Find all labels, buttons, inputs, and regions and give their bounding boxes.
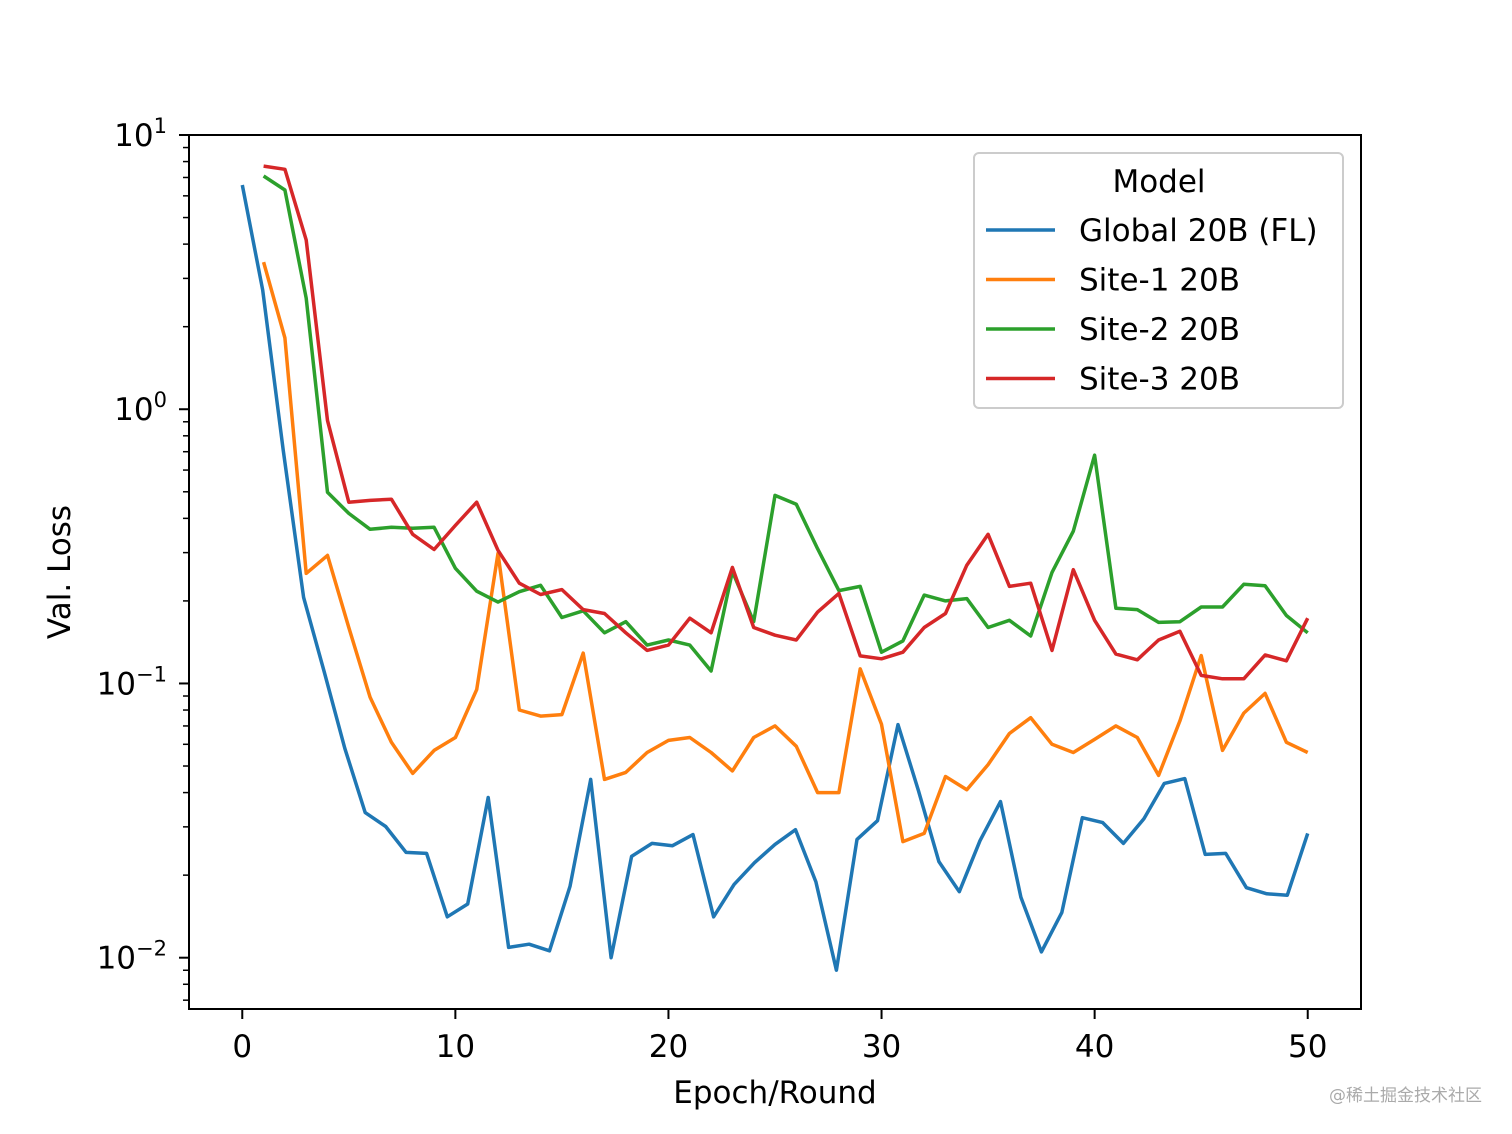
x-axis-label: Epoch/Round xyxy=(673,1075,876,1111)
y-tick-label: 10−2 xyxy=(97,937,167,977)
legend-entry-4: Site-3 20B xyxy=(1079,362,1240,398)
y-tick-label: 10−1 xyxy=(97,662,167,702)
series-line-4 xyxy=(263,164,1310,681)
plot-frame xyxy=(188,134,1362,1010)
legend: Model Global 20B (FL) Site-1 20B Site-2 20… xyxy=(973,152,1344,409)
series-line-2 xyxy=(261,261,1309,844)
legend-title: Model xyxy=(1112,164,1205,200)
x-tick-label: 50 xyxy=(1288,1029,1327,1065)
series-line-3 xyxy=(262,174,1309,673)
y-axis: 101 100 10−1 10−2 xyxy=(97,114,189,1001)
x-axis: 0 10 20 30 40 50 xyxy=(232,1009,1327,1065)
legend-entry-2: Site-1 20B xyxy=(1079,263,1240,299)
legend-entry-1: Global 20B (FL) xyxy=(1079,213,1318,249)
x-tick-label: 20 xyxy=(649,1029,688,1065)
x-tick-label: 0 xyxy=(232,1029,252,1065)
y-tick-label: 101 xyxy=(114,114,167,154)
x-tick-label: 30 xyxy=(862,1029,901,1065)
x-tick-label: 10 xyxy=(436,1029,475,1065)
series-layer xyxy=(240,164,1310,972)
x-tick-label: 40 xyxy=(1075,1029,1114,1065)
y-tick-label: 100 xyxy=(114,388,167,428)
legend-entry-3: Site-2 20B xyxy=(1079,312,1240,348)
series-line-1 xyxy=(240,184,1310,972)
watermark: @稀土掘金技术社区 xyxy=(1329,1086,1482,1106)
legend-box xyxy=(973,152,1344,409)
y-axis-label: Val. Loss xyxy=(42,505,78,639)
